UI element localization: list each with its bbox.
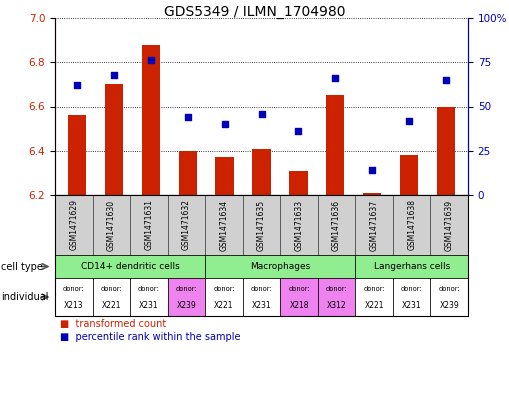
Text: cell type: cell type xyxy=(1,261,43,272)
Text: X231: X231 xyxy=(402,301,421,310)
Text: donor:: donor: xyxy=(438,286,460,292)
Text: X312: X312 xyxy=(327,301,347,310)
Text: X231: X231 xyxy=(139,301,159,310)
Text: donor:: donor: xyxy=(401,286,422,292)
Bar xyxy=(179,151,197,195)
Point xyxy=(220,121,229,127)
Text: individual: individual xyxy=(1,292,48,302)
Text: donor:: donor: xyxy=(63,286,84,292)
Point xyxy=(110,72,118,78)
Text: GSM1471629: GSM1471629 xyxy=(69,200,78,250)
Point xyxy=(258,110,266,117)
Bar xyxy=(437,107,455,195)
Text: CD14+ dendritic cells: CD14+ dendritic cells xyxy=(81,262,180,271)
Text: GSM1471635: GSM1471635 xyxy=(257,199,266,251)
Text: donor:: donor: xyxy=(363,286,385,292)
Text: ■  percentile rank within the sample: ■ percentile rank within the sample xyxy=(60,332,241,342)
Text: GSM1471632: GSM1471632 xyxy=(182,200,191,250)
Text: GSM1471634: GSM1471634 xyxy=(219,199,229,251)
Text: GSM1471637: GSM1471637 xyxy=(370,199,379,251)
Text: X221: X221 xyxy=(102,301,121,310)
Text: donor:: donor: xyxy=(326,286,348,292)
Text: donor:: donor: xyxy=(176,286,197,292)
Text: GDS5349 / ILMN_1704980: GDS5349 / ILMN_1704980 xyxy=(164,5,345,19)
Text: GSM1471636: GSM1471636 xyxy=(332,199,341,251)
Text: Macrophages: Macrophages xyxy=(250,262,310,271)
Text: GSM1471639: GSM1471639 xyxy=(445,199,454,251)
Bar xyxy=(142,44,160,195)
Text: X213: X213 xyxy=(64,301,83,310)
Bar xyxy=(326,95,345,195)
Point xyxy=(73,82,81,88)
Text: donor:: donor: xyxy=(213,286,235,292)
Point xyxy=(442,77,450,83)
Text: X239: X239 xyxy=(177,301,196,310)
Text: X218: X218 xyxy=(289,301,309,310)
Text: donor:: donor: xyxy=(100,286,122,292)
Text: X221: X221 xyxy=(364,301,384,310)
Text: donor:: donor: xyxy=(138,286,160,292)
Bar xyxy=(363,193,381,195)
Point xyxy=(184,114,192,120)
Point xyxy=(147,57,155,64)
Bar xyxy=(68,116,87,195)
Point xyxy=(368,167,376,173)
Text: Langerhans cells: Langerhans cells xyxy=(374,262,450,271)
Bar xyxy=(252,149,271,195)
Bar xyxy=(105,84,123,195)
Bar xyxy=(289,171,307,195)
Text: donor:: donor: xyxy=(288,286,310,292)
Text: GSM1471638: GSM1471638 xyxy=(407,200,416,250)
Text: donor:: donor: xyxy=(251,286,272,292)
Text: X221: X221 xyxy=(214,301,234,310)
Bar xyxy=(215,157,234,195)
Point xyxy=(405,118,413,124)
Text: X239: X239 xyxy=(439,301,459,310)
Text: GSM1471630: GSM1471630 xyxy=(107,199,116,251)
Point xyxy=(294,128,302,134)
Bar xyxy=(400,155,418,195)
Text: X231: X231 xyxy=(251,301,271,310)
Text: ■  transformed count: ■ transformed count xyxy=(60,319,166,329)
Point xyxy=(331,75,340,81)
Text: GSM1471633: GSM1471633 xyxy=(295,199,303,251)
Text: GSM1471631: GSM1471631 xyxy=(145,200,153,250)
